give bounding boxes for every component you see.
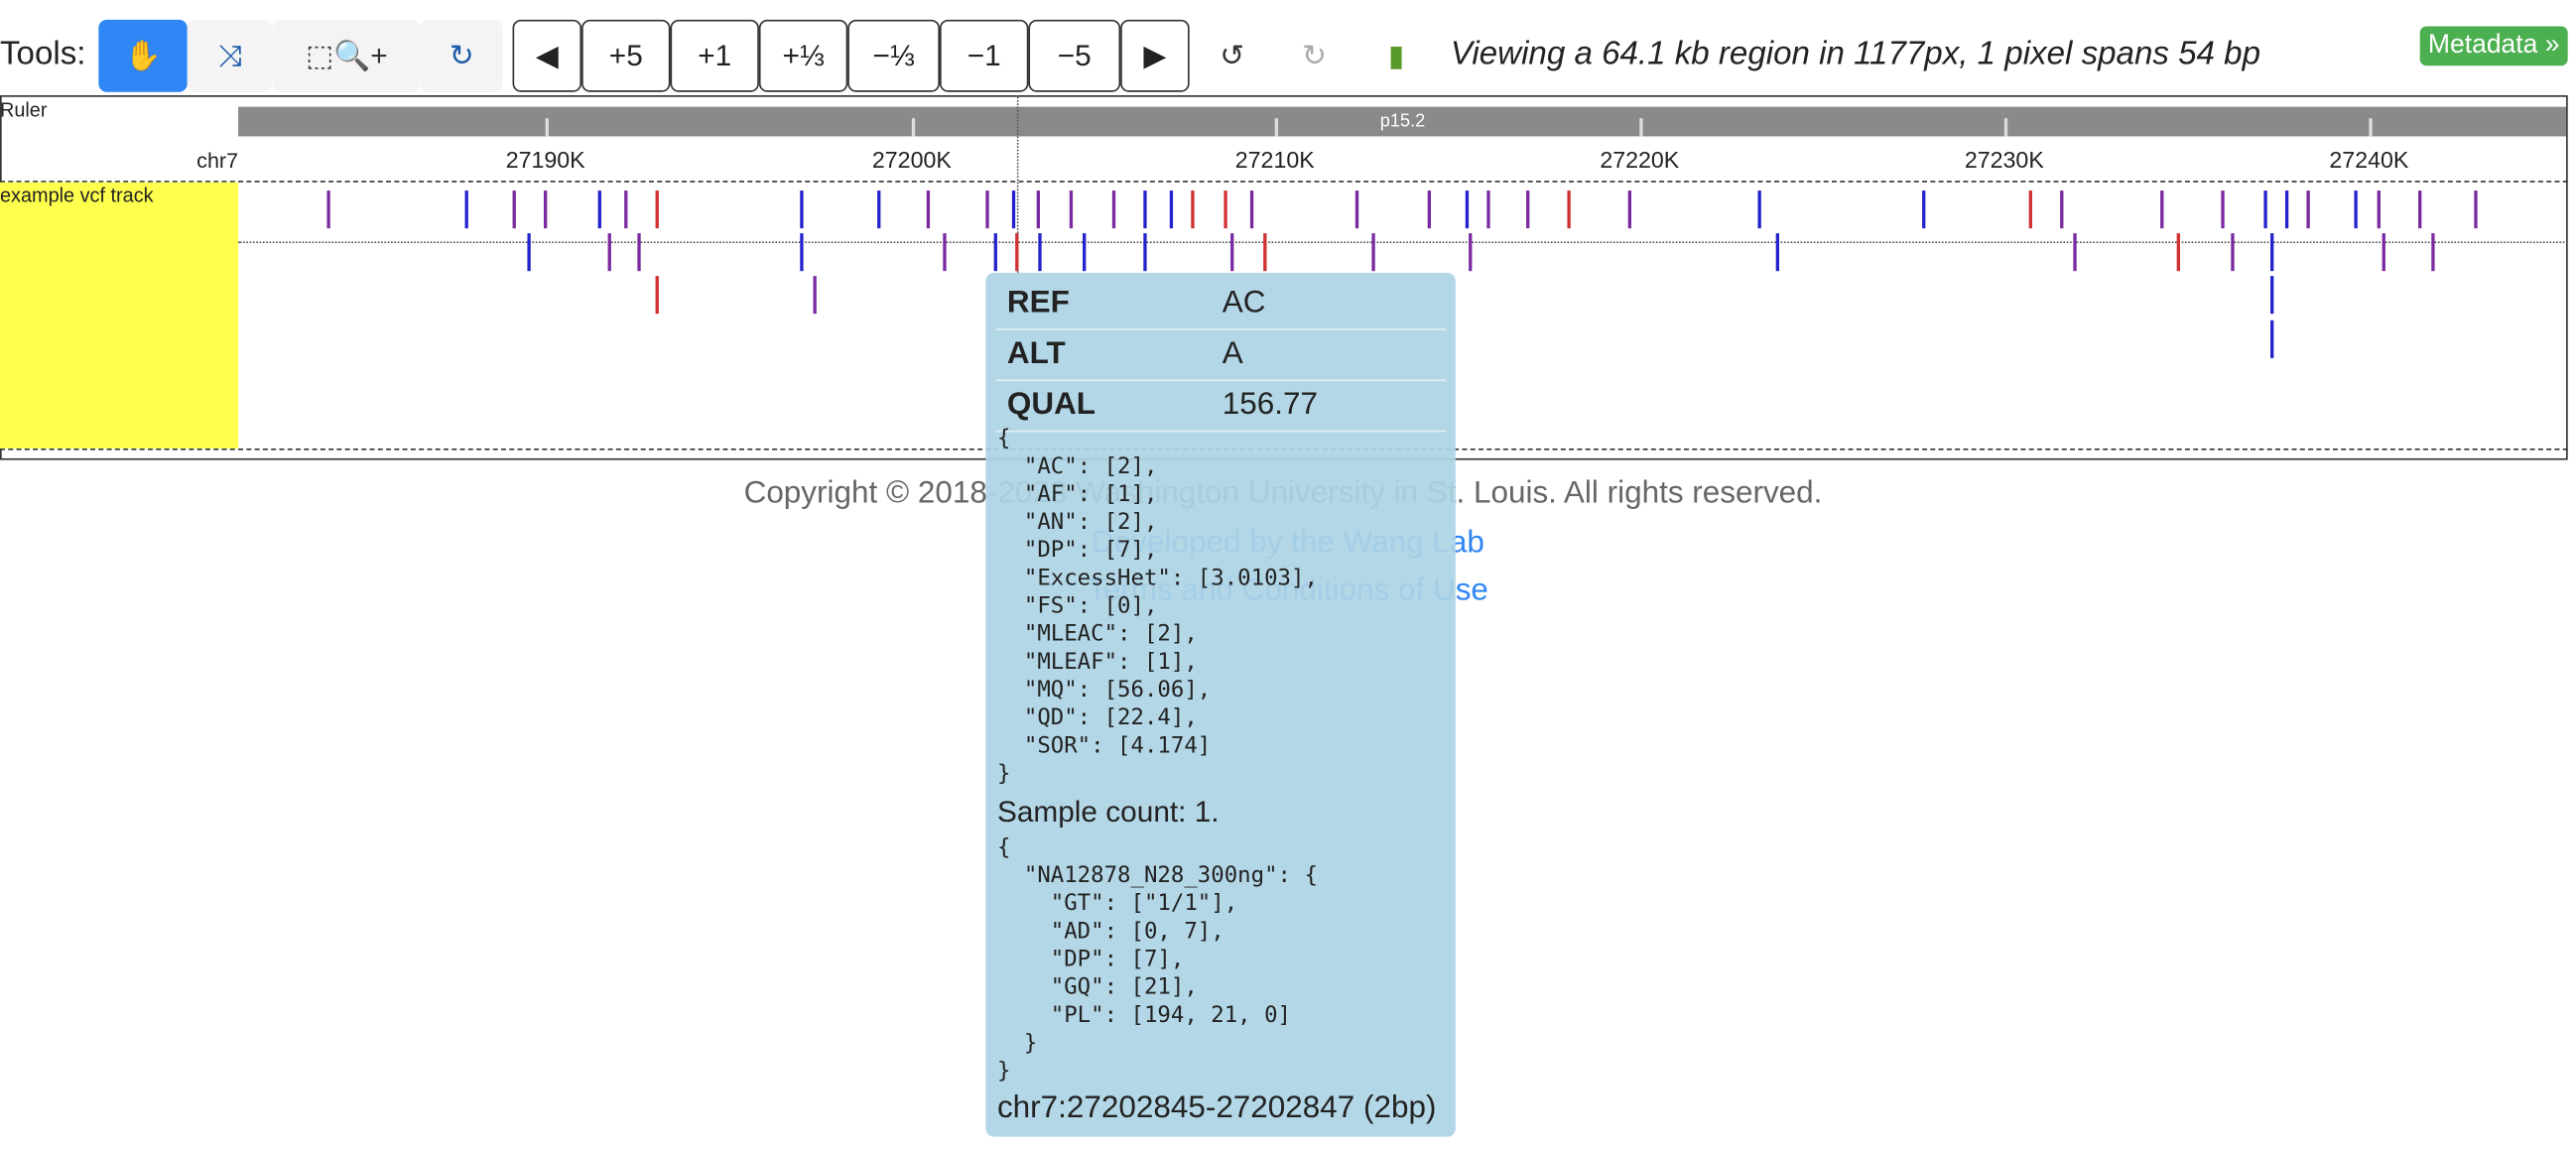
tooltip: REF AC ALT A QUAL 156.77 { "AC": [2], "AF": [… xyxy=(985,272,1456,1137)
track-label: example vcf track xyxy=(0,184,154,207)
nav-button[interactable]: −5 xyxy=(1028,19,1121,92)
sample-count: Sample count: 1. xyxy=(996,795,1220,829)
json-line: "AD": [0, 7], xyxy=(996,918,1224,945)
drag-tool[interactable]: ✋ xyxy=(98,19,188,92)
tick-mark xyxy=(1274,118,1279,137)
cursor-line xyxy=(1016,95,1019,273)
status-text: Viewing a 64.1 kb region in 1177px, 1 pi… xyxy=(1450,36,2261,72)
json-line: { xyxy=(996,425,1011,452)
json-line: "GT": ["1/1"], xyxy=(996,890,1238,917)
nav-button[interactable]: +5 xyxy=(581,19,671,92)
json-line: "DP": [7], xyxy=(996,946,1185,973)
json-line: "AN": [2], xyxy=(996,509,1158,536)
json-line: "FS": [0], xyxy=(996,592,1158,620)
tick-mark xyxy=(1639,118,1643,137)
json-line: "QD": [22.4], xyxy=(996,704,1198,731)
json-line: "MLEAF": [1], xyxy=(996,648,1198,676)
row-divider xyxy=(238,241,2568,244)
json-line: } xyxy=(996,1058,1011,1085)
nav-button[interactable]: −⅓ xyxy=(847,19,941,92)
field-key: ALT xyxy=(1006,336,1066,372)
undo[interactable]: ↺ xyxy=(1220,38,1245,72)
sample-json: { "NA12878_N28_300ng": { "GT": ["1/1"], … xyxy=(997,834,1318,1086)
band-label: p15.2 xyxy=(1379,111,1426,132)
tools-label: Tools: xyxy=(0,36,86,72)
tick-mark xyxy=(2003,118,2008,137)
nav-button[interactable]: −1 xyxy=(940,19,1029,92)
book-icon[interactable]: ▮ xyxy=(1388,38,1405,72)
json-line: "MQ": [56.06], xyxy=(996,677,1212,703)
tick-mark xyxy=(2369,118,2373,137)
tick-label: 27210K xyxy=(1234,146,1315,173)
json-line: { xyxy=(996,834,1011,861)
nav-button[interactable]: +1 xyxy=(670,19,759,92)
json-line: "ExcessHet": [3.0103], xyxy=(996,565,1318,592)
tick-mark xyxy=(545,118,549,137)
redo[interactable]: ↻ xyxy=(1301,38,1327,72)
chromosome-label: chr7 xyxy=(196,148,239,173)
json-line: "SOR": [4.174] xyxy=(996,732,1212,759)
variant-marks xyxy=(326,191,2478,358)
metadata-button[interactable]: Metadata » xyxy=(2419,26,2568,66)
field-value: A xyxy=(1222,336,1243,372)
json-line: "AC": [2], xyxy=(996,452,1158,480)
field-row: REF AC xyxy=(995,279,1446,330)
tick-label: 27200K xyxy=(871,146,952,173)
json-line: "AF": [1], xyxy=(996,481,1158,508)
field-value: 156.77 xyxy=(1222,387,1318,423)
zoom-select-tool[interactable]: ⬚🔍+ xyxy=(272,19,421,92)
field-table: REF AC ALT A QUAL 156.77 xyxy=(995,279,1446,433)
field-row: QUAL 156.77 xyxy=(995,381,1446,433)
location: chr7:27202845-27202847 (2bp) xyxy=(996,1090,1437,1126)
nav-button[interactable]: +⅓ xyxy=(758,19,848,92)
nav-button[interactable]: ▶ xyxy=(1120,19,1190,92)
ruler-label: Ruler xyxy=(0,98,48,122)
track-label-bg xyxy=(0,182,239,448)
field-value: AC xyxy=(1222,286,1266,320)
json-line: "DP": [7], xyxy=(996,537,1158,564)
info-json: { "AC": [2], "AF": [1], "AN": [2], "DP":… xyxy=(997,426,1318,789)
tick-label: 27240K xyxy=(2329,146,2409,173)
json-line: "MLEAC": [2], xyxy=(996,620,1198,648)
field-key: QUAL xyxy=(1006,387,1096,423)
field-key: REF xyxy=(1006,286,1070,320)
tick-label: 27230K xyxy=(1964,146,2044,173)
field-row: ALT A xyxy=(995,330,1446,382)
nav-button[interactable]: ◀ xyxy=(512,19,582,92)
ideogram xyxy=(238,106,2567,137)
tick-label: 27190K xyxy=(505,146,585,173)
json-line: "NA12878_N28_300ng": { xyxy=(996,862,1318,889)
tick-label: 27220K xyxy=(1600,146,1680,173)
json-line: } xyxy=(996,1030,1038,1057)
reorder-tool[interactable]: ⤨ xyxy=(187,19,273,92)
tick-mark xyxy=(911,118,916,137)
refresh-tool[interactable]: ↻ xyxy=(420,19,503,92)
json-line: } xyxy=(996,760,1011,788)
json-line: "GQ": [21], xyxy=(996,973,1198,1001)
json-line: "PL": [194, 21, 0] xyxy=(996,1001,1291,1029)
divider xyxy=(0,181,2568,183)
